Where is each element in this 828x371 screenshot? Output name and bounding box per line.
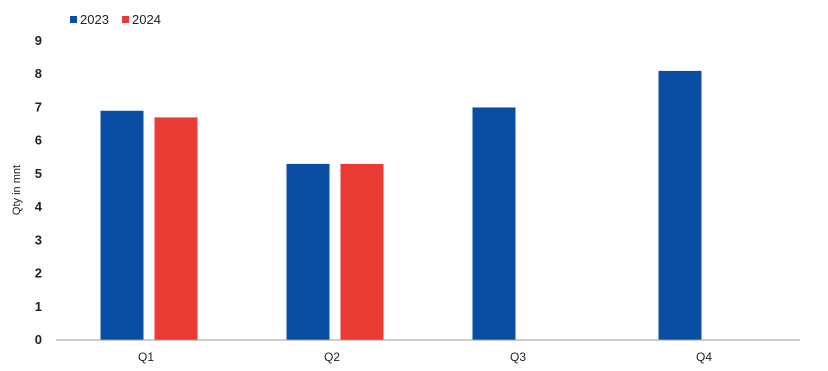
bar-2023-Q3 [472, 107, 516, 340]
y-tick-label: 4 [35, 199, 43, 214]
y-tick-label: 8 [35, 66, 42, 81]
legend-label-2023: 2023 [80, 12, 109, 27]
plot-area [100, 70, 702, 341]
y-tick-label: 1 [35, 299, 42, 314]
y-axis-label: Qty in mnt [11, 165, 23, 215]
legend-swatch-2023 [70, 16, 77, 23]
legend: 2023 2024 [70, 12, 161, 27]
x-tick-label: Q1 [138, 350, 154, 364]
legend-label-2024: 2024 [132, 12, 161, 27]
y-tick-label: 2 [35, 266, 42, 281]
bar-2023-Q2 [286, 163, 330, 340]
bar-2024-Q2 [340, 163, 384, 340]
y-tick-label: 3 [35, 232, 42, 247]
y-tick-label: 7 [35, 99, 42, 114]
legend-swatch-2024 [122, 16, 129, 23]
x-tick-label: Q4 [696, 350, 712, 364]
bar-2024-Q1 [154, 117, 198, 341]
y-tick-label: 6 [35, 133, 42, 148]
y-tick-label: 9 [35, 33, 42, 48]
bar-2023-Q1 [100, 110, 144, 341]
bar-2023-Q4 [658, 70, 702, 341]
y-axis: 0 1 2 3 4 5 6 7 8 9 [35, 33, 43, 347]
x-tick-label: Q2 [324, 350, 340, 364]
x-tick-label: Q3 [510, 350, 526, 364]
y-tick-label: 5 [35, 166, 42, 181]
x-axis: Q1 Q2 Q3 Q4 [138, 350, 712, 364]
y-tick-label: 0 [35, 332, 42, 347]
